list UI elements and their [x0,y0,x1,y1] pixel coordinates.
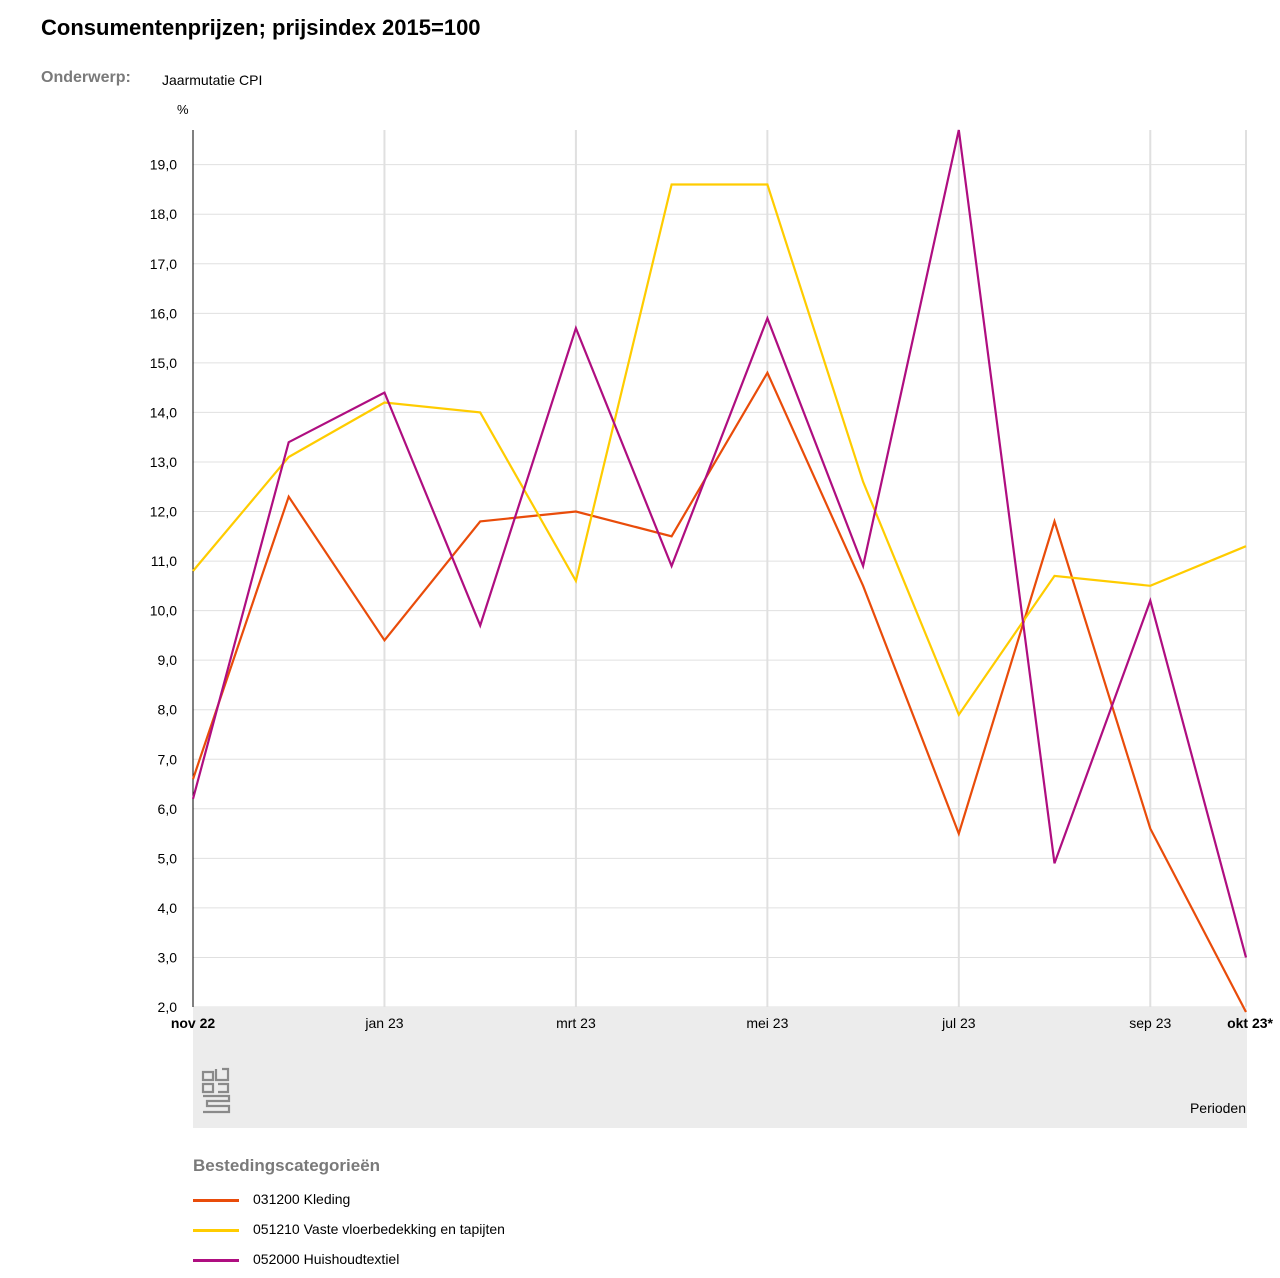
subject-label: Onderwerp: [41,69,131,86]
y-tick-label: 11,0 [151,553,177,569]
y-tick-label: 2,0 [158,999,178,1015]
legend-item[interactable]: 031200 Kleding [193,1188,380,1218]
legend-label: 052000 Huishoudtextiel [253,1251,400,1267]
y-tick-label: 5,0 [158,850,178,866]
series-line-1 [191,370,1247,1013]
x-tick-label: sep 23 [1129,1015,1171,1031]
chart-title: Consumentenprijzen; prijsindex 2015=100 [41,15,481,40]
x-axis-band [193,1007,1247,1128]
x-tick-label: mei 23 [746,1015,788,1031]
y-tick-label: 3,0 [158,949,178,965]
legend-swatch [193,1259,239,1262]
y-tick-label: 6,0 [158,801,178,817]
y-tick-label: 16,0 [150,305,177,321]
y-tick-label: 19,0 [150,157,177,173]
y-tick-label: 4,0 [158,900,178,916]
legend-label: 031200 Kleding [253,1191,351,1207]
y-tick-label: 12,0 [150,504,177,520]
x-axis-title: Perioden [1190,1100,1246,1116]
x-tick-label: okt 23* [1227,1015,1273,1031]
legend-item[interactable]: 051210 Vaste vloerbedekking en tapijten [193,1218,505,1248]
series-line-2 [192,183,1247,717]
x-tick-label: nov 22 [171,1015,216,1031]
vertical-gridlines [383,130,1247,1012]
y-tick-label: 18,0 [150,206,177,222]
legend-label: 051210 Vaste vloerbedekking en tapijten [253,1221,505,1237]
legend-swatch [193,1199,239,1202]
y-tick-label: 13,0 [150,454,177,470]
legend-title: Bestedingscategorieën [193,1156,381,1175]
x-tick-label: jul 23 [941,1015,976,1031]
x-tick-label: mrt 23 [556,1015,596,1031]
y-tick-label: 14,0 [150,404,177,420]
series-lines [191,129,1248,1013]
y-axis-unit: % [177,102,189,117]
subject-value: Jaarmutatie CPI [162,72,263,88]
legend-swatch [193,1229,239,1232]
x-tick-label: jan 23 [364,1015,403,1031]
subject: Onderwerp: Jaarmutatie CPI [41,69,262,88]
legend-items: 031200 Kleding 051210 Vaste vloerbedekkin… [193,1188,505,1278]
y-tick-label: 8,0 [158,702,178,718]
cbs-logo-icon [201,1067,231,1114]
legend-item[interactable]: 052000 Huishoudtextiel [193,1248,399,1278]
y-tick-label: 15,0 [150,355,177,371]
y-tick-labels: 2,0 3,0 4,0 5,0 6,0 7,0 8,0 9,0 10,0 11,0 12,0 13,0… [150,157,177,1015]
line-chart: 2,0 3,0 4,0 5,0 6,0 7,0 8,0 9,0 10,0 11,0 12,0 13,0… [150,129,1274,1128]
x-tick-labels: nov 22 jan 23 mrt 23 mei 23 jul 23 sep 23 okt … [171,1015,1274,1031]
series-line-3 [191,129,1248,958]
y-tick-label: 7,0 [158,751,178,767]
y-tick-label: 10,0 [150,603,177,619]
y-tick-label: 9,0 [158,652,178,668]
y-tick-label: 17,0 [150,256,177,272]
legend: Bestedingscategorieën 031200 Kleding 0512… [193,1156,505,1278]
horizontal-gridlines [193,164,1246,1008]
